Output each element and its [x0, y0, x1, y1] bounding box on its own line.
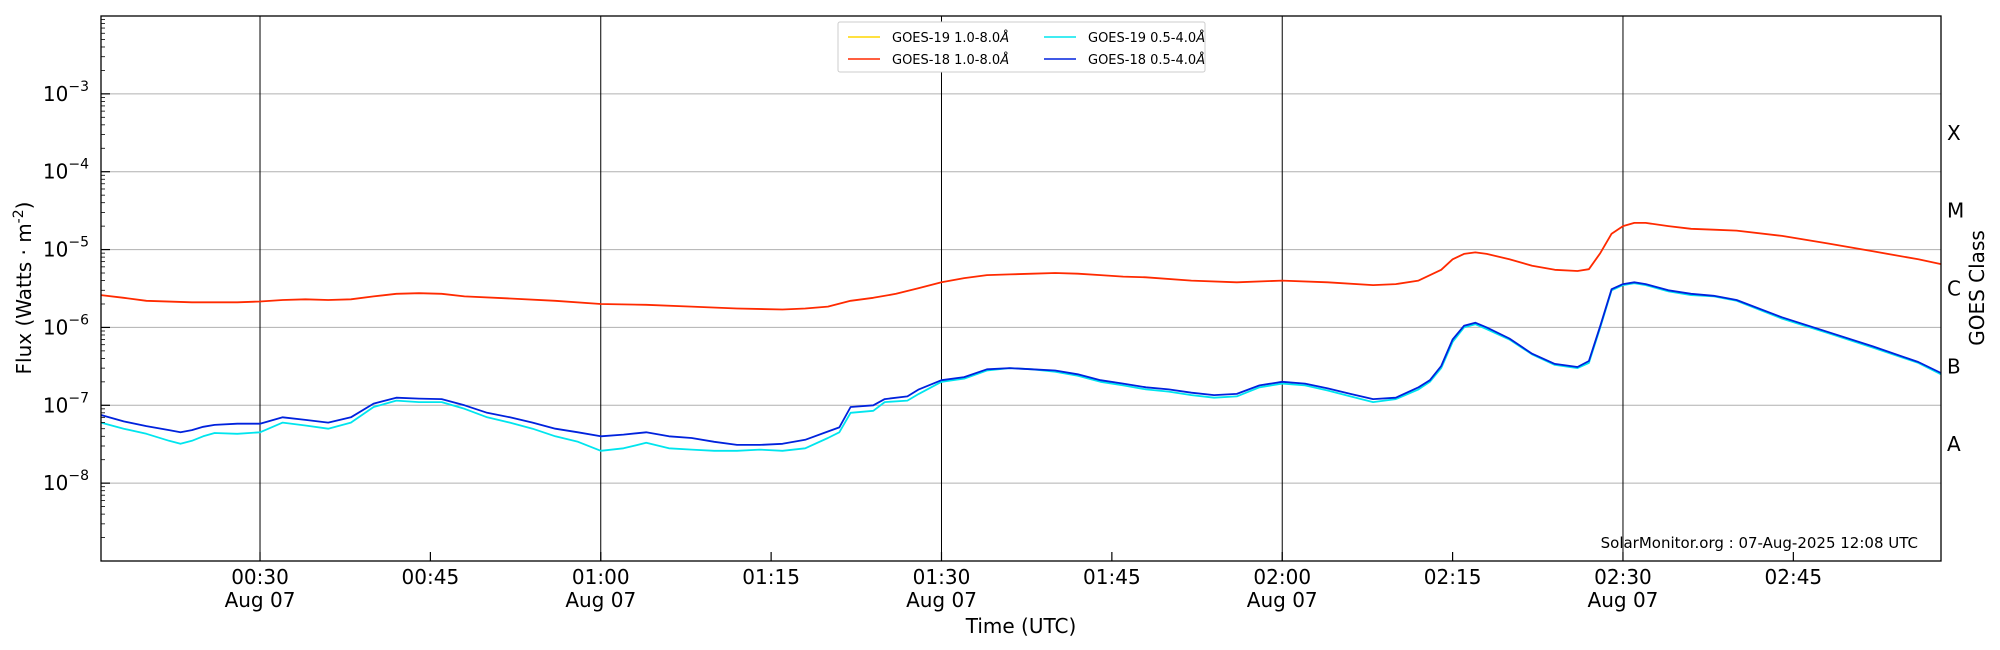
x-tick-date-label: Aug 07: [1588, 588, 1659, 612]
legend-label: GOES-18 0.5-4.0Å: [1088, 52, 1205, 68]
x-tick-label: 01:00: [572, 565, 630, 589]
x-tick-date-label: Aug 07: [906, 588, 977, 612]
goes-class-label: B: [1947, 354, 1961, 378]
goes-class-label: M: [1947, 199, 1964, 223]
x-tick-label: 00:45: [402, 565, 460, 589]
axis-ticks: [101, 19, 1794, 561]
y-tick-label: 10−6: [43, 312, 89, 339]
goes-class-label: C: [1947, 277, 1961, 301]
grid-lines: [101, 16, 1941, 561]
x-tick-date-label: Aug 07: [565, 588, 636, 612]
x-tick-label: 02:30: [1594, 565, 1652, 589]
y-tick-label: 10−5: [43, 235, 89, 262]
x-tick-label: 00:30: [231, 565, 289, 589]
goes-class-label: X: [1947, 121, 1961, 145]
legend-label: GOES-19 0.5-4.0Å: [1088, 30, 1205, 46]
goes-class-label: A: [1947, 432, 1961, 456]
x-tick-date-label: Aug 07: [1247, 588, 1318, 612]
y-tick-label: 10−3: [43, 79, 89, 106]
series-line: [100, 222, 1942, 311]
y-tick-label: 10−8: [43, 468, 89, 495]
legend-label: GOES-19 1.0-8.0Å: [892, 30, 1009, 46]
y-tick-label: 10−7: [43, 390, 89, 417]
x-tick-label: 01:15: [742, 565, 800, 589]
plot-area: [101, 16, 1941, 561]
legend-label: GOES-18 1.0-8.0Å: [892, 52, 1009, 68]
legend: GOES-19 1.0-8.0Å GOES-18 1.0-8.0Å GOES-19 …: [837, 21, 1206, 73]
series-lines: [100, 222, 1942, 452]
x-tick-date-label: Aug 07: [225, 588, 296, 612]
y-tick-label: 10−4: [43, 157, 89, 184]
x-tick-label: 01:30: [913, 565, 971, 589]
x-tick-label: 02:45: [1765, 565, 1823, 589]
legend-box: [837, 21, 1206, 73]
series-line: [100, 281, 1942, 446]
x-tick-label: 02:00: [1253, 565, 1311, 589]
y-axis-title: Flux (Watts · m-2): [11, 202, 36, 375]
goes-class-labels: A B C M X: [1947, 121, 1964, 456]
right-axis-title: GOES Class: [1965, 230, 1989, 346]
x-tick-label: 02:15: [1424, 565, 1482, 589]
y-tick-labels: 10−8 10−7 10−6 10−5 10−4 10−3: [43, 79, 89, 495]
plot-frame: [100, 15, 1942, 562]
x-tick-label: 01:45: [1083, 565, 1141, 589]
x-axis-title: Time (UTC): [965, 614, 1077, 638]
credit-text: SolarMonitor.org : 07-Aug-2025 12:08 UTC: [1601, 534, 1918, 552]
